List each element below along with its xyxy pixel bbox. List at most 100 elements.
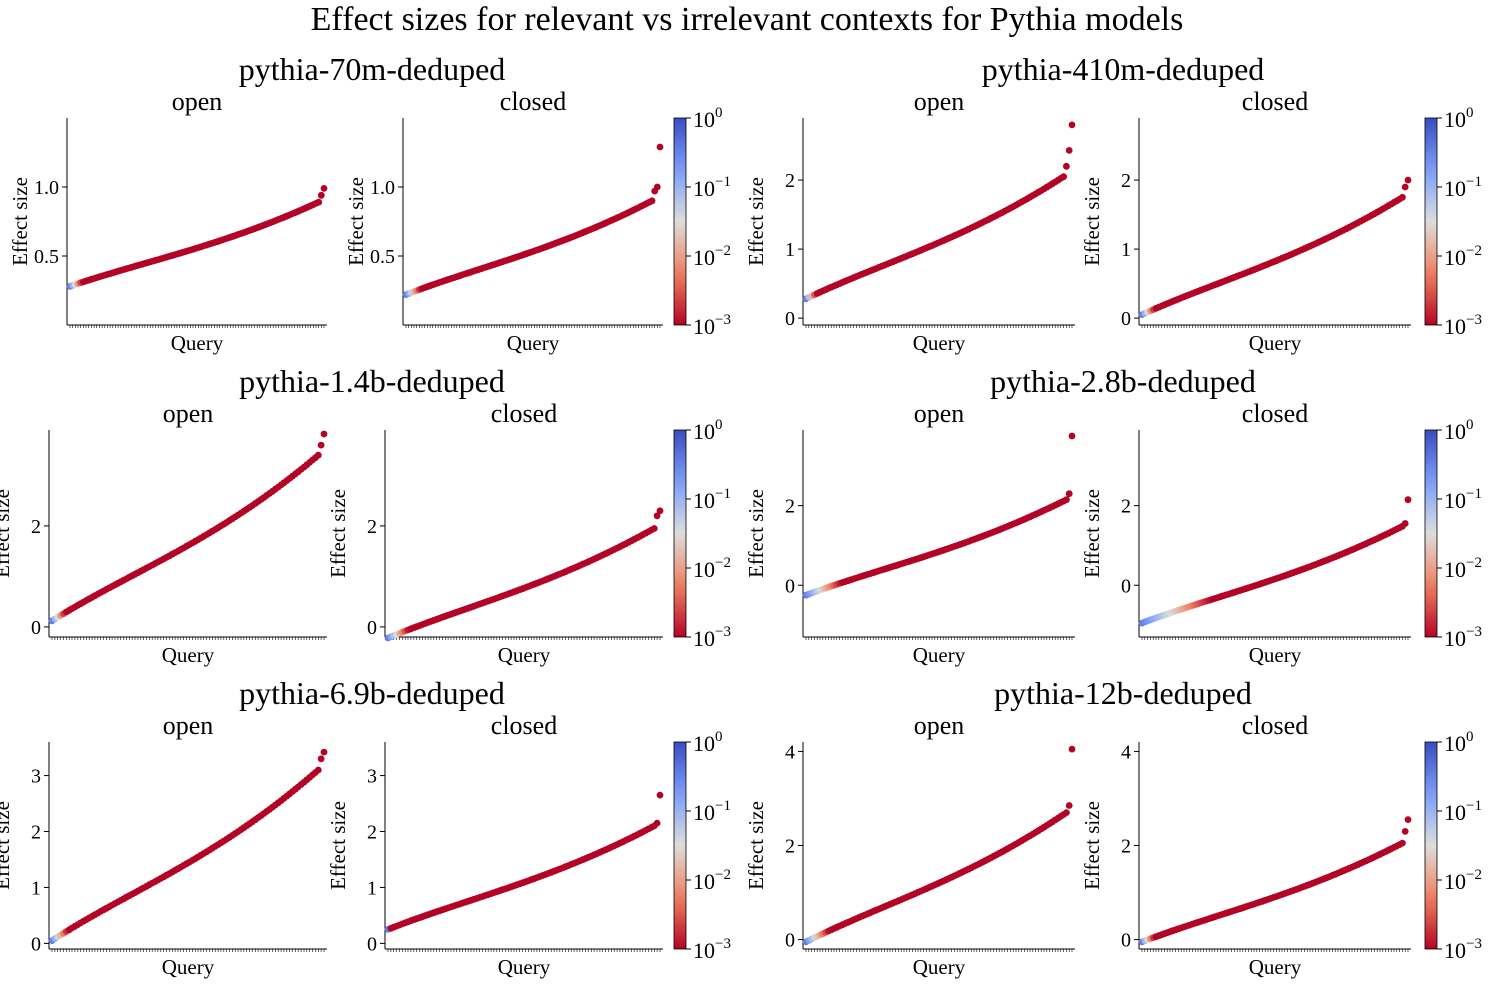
y-tick-label: 1.0: [34, 177, 59, 199]
colorbar-tick-exponent: −1: [715, 798, 731, 814]
panel-title: closed: [491, 711, 557, 740]
panel-closed: closed 0 1 2 Effect size Query: [1080, 87, 1412, 355]
y-tick-label: 0: [367, 933, 377, 955]
y-tick-label: 0: [31, 617, 41, 639]
panel-open: open 0 1 2 Effect size Query: [744, 87, 1076, 355]
model-group: pythia-2.8b-deduped open 0 2 Effect size Quer…: [744, 363, 1482, 667]
panel-title: open: [914, 399, 965, 428]
data-point: [317, 191, 325, 199]
colorbar-tick-exponent: −3: [1466, 624, 1482, 640]
y-tick-label: 2: [31, 516, 41, 538]
colorbar-tick-label: 10−3: [693, 624, 731, 651]
colorbar-tick-exponent: −3: [715, 624, 731, 640]
colorbar-tick-label: 10−1: [693, 798, 731, 825]
data-point: [1065, 147, 1073, 154]
colorbar-tick-label: 100: [693, 105, 723, 132]
y-tick-label: 1: [367, 877, 377, 899]
panel-title: closed: [1242, 87, 1308, 116]
data-point: [656, 143, 664, 151]
x-axis-label: Query: [507, 331, 560, 355]
colorbar-tick-exponent: −1: [1466, 174, 1482, 190]
panel-open: open 0 1 2 3 Effect size Query: [0, 711, 328, 979]
x-axis-label: Query: [913, 331, 966, 355]
y-tick-label: 4: [785, 741, 795, 763]
colorbar-tick-label: 100: [1444, 417, 1474, 444]
data-point: [1399, 193, 1406, 201]
colorbar-tick-exponent: 0: [715, 729, 723, 745]
y-tick-label: 0: [31, 933, 41, 955]
x-axis-label: Query: [162, 955, 215, 979]
x-axis-label: Query: [913, 955, 966, 979]
model-title: pythia-2.8b-deduped: [990, 363, 1256, 399]
y-axis-label: Effect size: [744, 489, 768, 578]
x-ticks: [69, 325, 325, 328]
y-tick-label: 0.5: [370, 246, 395, 268]
colorbar-tick-exponent: −3: [1466, 936, 1482, 952]
y-tick-label: 2: [367, 822, 377, 844]
model-group: pythia-6.9b-deduped open 0 1 2 3 Effect size Qu…: [0, 675, 731, 979]
x-axis-label: Query: [1249, 331, 1302, 355]
data-point: [1401, 520, 1409, 527]
y-axis-label: Effect size: [744, 177, 768, 266]
model-title: pythia-70m-deduped: [239, 51, 506, 87]
x-ticks: [387, 949, 661, 952]
colorbar-tick-exponent: −3: [1466, 312, 1482, 328]
colorbar: [1424, 429, 1438, 638]
x-ticks: [51, 637, 325, 640]
model-group: pythia-1.4b-deduped open 0 2 Effect size Quer…: [0, 363, 731, 667]
data-point: [317, 755, 325, 763]
data-point: [1068, 121, 1076, 129]
y-axis-label: Effect size: [1080, 801, 1104, 890]
colorbar-tick-exponent: −2: [1466, 555, 1482, 571]
data-point: [1404, 816, 1412, 823]
colorbar: [673, 117, 687, 326]
y-tick-label: 1: [785, 239, 795, 261]
panel-title: open: [163, 711, 214, 740]
y-axis-label: Effect size: [326, 489, 350, 578]
data-point: [1399, 839, 1406, 847]
y-tick-label: 0: [785, 930, 795, 952]
colorbar-tick-exponent: −3: [715, 936, 731, 952]
colorbar-tick-label: 100: [1444, 729, 1474, 756]
data-point: [656, 507, 664, 515]
data-point: [315, 198, 323, 206]
y-tick-label: 0: [785, 308, 795, 330]
data-point: [320, 430, 328, 438]
y-tick-label: 2: [785, 496, 795, 518]
colorbar-tick-exponent: −1: [715, 174, 731, 190]
panel-title: closed: [491, 399, 557, 428]
model-title: pythia-410m-deduped: [982, 51, 1265, 87]
colorbar-tick-label: 10−2: [1444, 243, 1482, 270]
colorbar-tick-label: 10−3: [1444, 624, 1482, 651]
x-ticks: [805, 949, 1073, 952]
y-tick-label: 0: [367, 617, 377, 639]
panel-title: open: [172, 87, 223, 116]
model-group: pythia-12b-deduped open 0 2 4 Effect size Quer…: [744, 675, 1482, 979]
x-axis-label: Query: [162, 643, 215, 667]
panel-title: open: [163, 399, 214, 428]
y-tick-label: 2: [1121, 836, 1131, 858]
colorbar-tick-label: 10−2: [693, 867, 731, 894]
model-title: pythia-12b-deduped: [994, 675, 1252, 711]
colorbar-tick-label: 10−3: [1444, 312, 1482, 339]
y-axis-label: Effect size: [8, 177, 32, 266]
panel-title: open: [914, 87, 965, 116]
data-point: [317, 441, 325, 449]
colorbar-tick-exponent: 0: [715, 105, 723, 121]
colorbar-tick-label: 10−3: [693, 936, 731, 963]
x-axis-label: Query: [1249, 955, 1302, 979]
data-point: [1065, 802, 1073, 809]
x-ticks: [805, 325, 1073, 328]
panel-closed: closed 0 2 Effect size Query: [326, 399, 664, 667]
x-ticks: [1141, 949, 1409, 952]
colorbar-tick-label: 10−1: [693, 486, 731, 513]
colorbar-tick-label: 100: [693, 417, 723, 444]
data-point: [1063, 496, 1070, 504]
data-point: [1060, 173, 1067, 181]
x-ticks: [1141, 637, 1409, 640]
y-tick-label: 0: [1121, 308, 1131, 330]
colorbar: [673, 741, 687, 950]
data-point: [320, 185, 328, 192]
y-tick-label: 0.5: [34, 246, 59, 268]
